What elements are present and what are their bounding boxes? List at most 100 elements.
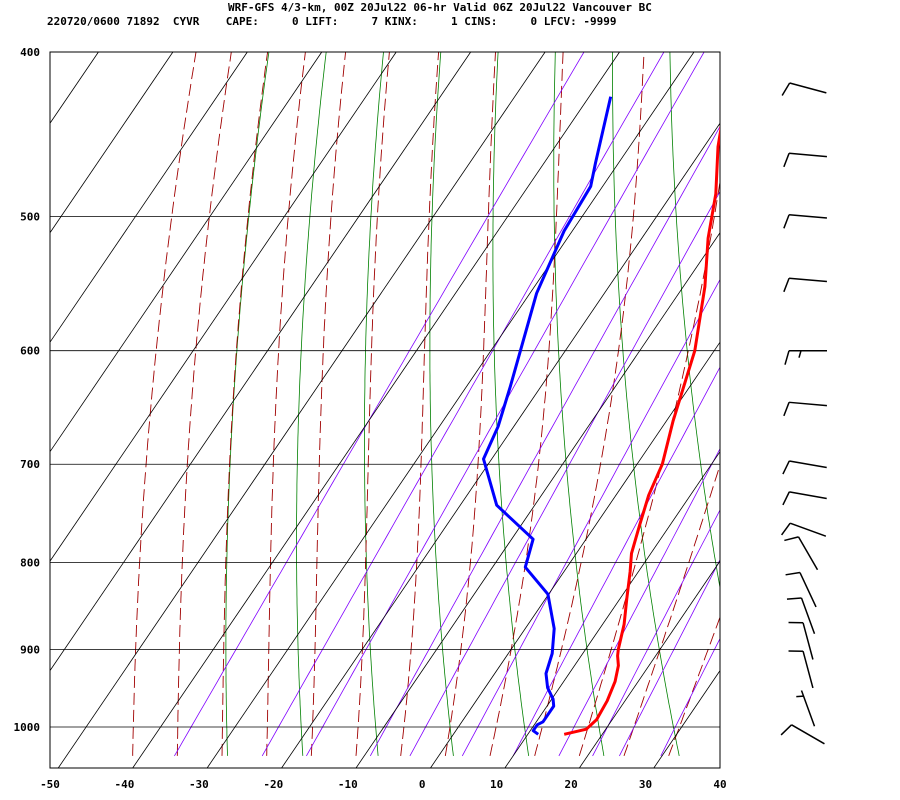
wind-barb	[780, 522, 827, 537]
isotherm-line	[355, 232, 721, 769]
moist-adiabat	[578, 178, 720, 757]
wind-barb	[782, 460, 827, 475]
x-tick-label: -20	[263, 778, 283, 791]
barb-shaft	[800, 597, 816, 635]
barb-flag	[783, 277, 790, 293]
tick-labels: 400 500 600 700 800 900 1000 -50 -40 -30 -20 -10 0 10…	[14, 46, 727, 791]
barb-shaft	[789, 522, 827, 537]
barb-shaft	[800, 690, 816, 727]
y-tick-label: 900	[20, 643, 40, 656]
isotherm-line	[49, 51, 397, 562]
moist-adiabat	[176, 52, 232, 756]
isotherm-line	[49, 51, 323, 452]
dry-adiabat	[612, 52, 680, 756]
barb-shaft	[802, 622, 814, 660]
dry-adiabat	[784, 43, 900, 756]
isotherm-line	[206, 51, 695, 769]
wind-barb	[783, 277, 827, 293]
y-tick-label: 700	[20, 458, 40, 471]
mixing-ratio-line	[558, 447, 720, 757]
mixing-ratio-line	[261, 52, 665, 757]
dry-adiabat	[841, 43, 900, 756]
moist-adiabat	[534, 52, 645, 757]
x-tick-label: -10	[338, 778, 358, 791]
barb-shaft	[799, 572, 817, 608]
moist-adiabat	[668, 615, 720, 757]
x-tick-label: -50	[40, 778, 60, 791]
wind-barb	[780, 724, 825, 745]
moist-adiabat	[623, 463, 720, 757]
mixing-ratio-line	[369, 125, 720, 757]
x-tick-label: 20	[564, 778, 577, 791]
moist-adiabat	[489, 52, 564, 756]
plot-frame	[49, 51, 721, 769]
background-lines	[132, 43, 900, 757]
isotherm-line	[281, 123, 721, 769]
barb-flag	[786, 597, 802, 600]
barb-flag	[780, 522, 791, 536]
barb-shaft	[789, 82, 827, 94]
barb-flag	[783, 214, 790, 229]
isotherm-line	[653, 670, 721, 769]
x-tick-label: -40	[115, 778, 135, 791]
moist-adiabat	[400, 52, 440, 756]
mixing-ratio-line	[660, 637, 720, 757]
mixing-ratio-line	[619, 558, 720, 757]
dry-adiabat	[429, 52, 454, 756]
isotherm-line	[504, 451, 721, 769]
wind-barbs	[780, 82, 827, 745]
mixing-ratio-line	[592, 509, 720, 757]
barb-shaft	[802, 651, 814, 689]
barb-shaft	[789, 152, 827, 158]
wind-barb	[783, 401, 827, 417]
dry-adiabat	[669, 52, 720, 590]
wind-barb	[781, 82, 827, 96]
isotherm-line	[49, 51, 99, 124]
wind-barb	[784, 536, 819, 571]
isotherm-line	[49, 51, 471, 671]
barb-flag	[780, 724, 793, 736]
moist-adiabat	[266, 52, 306, 756]
mixing-ratio-line	[306, 52, 705, 757]
barb-half-flag	[796, 695, 804, 698]
mixing-ratio-line	[409, 190, 720, 757]
x-tick-label: 10	[490, 778, 503, 791]
sounding-indices: 220720/0600 71892 CYVR CAPE: 0 LIFT: 7 K…	[47, 15, 617, 28]
x-tick-label: -30	[189, 778, 209, 791]
dry-adiabat	[727, 43, 830, 756]
wind-barb	[783, 152, 827, 168]
dewpoint-profile	[482, 96, 613, 736]
isotherm-line	[132, 51, 620, 769]
x-tick-label: 40	[713, 778, 726, 791]
barb-flag	[784, 350, 790, 365]
isotherm-line	[49, 51, 174, 233]
dry-adiabat	[553, 52, 605, 756]
y-tick-label: 500	[20, 210, 40, 223]
wind-barb	[788, 650, 814, 689]
barb-flag	[785, 571, 801, 576]
wind-barb	[782, 491, 827, 506]
mixing-ratio-line	[512, 366, 720, 757]
barb-shaft	[789, 460, 827, 469]
y-tick-label: 1000	[14, 721, 41, 734]
barb-flag	[783, 153, 790, 168]
moist-adiabat	[355, 52, 390, 756]
dry-adiabat	[296, 52, 327, 756]
moist-adiabat	[310, 52, 347, 756]
chart-title: WRF-GFS 4/3-km, 00Z 20Jul22 06-hr Valid …	[228, 1, 652, 14]
y-tick-label: 400	[20, 46, 40, 59]
wind-barb	[796, 690, 816, 727]
dry-adiabat	[364, 52, 384, 756]
barb-shaft	[789, 213, 827, 219]
isotherm-line	[430, 341, 721, 769]
wind-barb	[784, 349, 827, 365]
barb-half-flag	[798, 350, 802, 358]
dry-adiabat	[492, 52, 530, 756]
moist-adiabat	[444, 52, 496, 756]
barb-flag	[783, 402, 790, 417]
temperature-profile	[563, 125, 720, 736]
moist-adiabat	[132, 52, 197, 756]
wind-barb	[783, 213, 827, 229]
barb-shaft	[789, 401, 827, 407]
